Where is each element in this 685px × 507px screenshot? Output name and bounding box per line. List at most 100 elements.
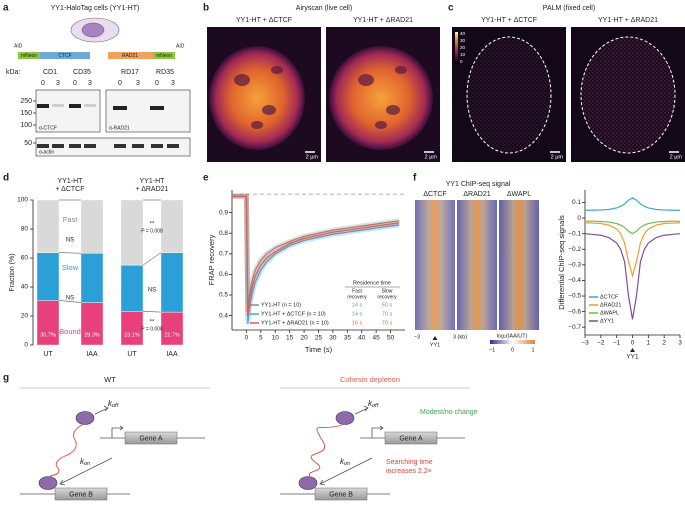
cell-signal [581, 37, 675, 153]
label: 0 [460, 59, 463, 64]
band [84, 144, 96, 148]
x-tick-label: 25 [315, 335, 323, 342]
colorbar [455, 32, 458, 64]
heatmap [415, 200, 455, 330]
symbol: k [80, 457, 85, 466]
annotation: ** [150, 320, 155, 326]
legend-label: ΔCTCF [600, 294, 619, 300]
y-tick-label: 60 [21, 255, 29, 262]
label: Modest/no change [420, 409, 478, 416]
label: 50 s [382, 302, 393, 308]
subscript: off [372, 403, 379, 409]
nucleolus [271, 66, 283, 74]
band [84, 104, 96, 107]
label: Gene B [69, 491, 93, 498]
y-tick-label: 0.5 [219, 292, 228, 299]
x-tick-label: 10 [272, 335, 280, 342]
subscript: on [344, 461, 350, 467]
blot [35, 137, 191, 157]
label: CTCF [58, 53, 71, 59]
label: 2 µm [306, 154, 319, 160]
band [69, 104, 81, 108]
error-band [232, 193, 400, 312]
x-tick-label: 20 [300, 335, 308, 342]
label: RAD21 [122, 53, 138, 59]
gene [124, 431, 178, 445]
x-tick-label: 2 [662, 340, 666, 347]
y-tick-label: 0.1 [572, 199, 581, 206]
label: CD35 [73, 69, 91, 76]
label: 40 [460, 31, 466, 36]
legend-label: YY1-HT + ΔCTCF (n = 10) [261, 311, 326, 317]
x-tick-label: 35 [344, 335, 352, 342]
annotation: ** [150, 222, 155, 228]
y-tick-label: 40 [21, 284, 29, 291]
bar-segment [80, 302, 104, 346]
label: 2 µm [670, 154, 683, 160]
label: 3 [56, 80, 60, 87]
label: 3 [88, 80, 92, 87]
label: YY1-HT + ΔRAD21 [353, 17, 413, 24]
cell-outline [580, 36, 676, 154]
legend-label: ΔRAD21 [600, 302, 621, 308]
x-tick-label: IAA [166, 351, 178, 358]
nucleolus [251, 121, 263, 129]
panel-label: f [413, 173, 417, 184]
label: 20 [460, 45, 466, 50]
colorbar [490, 340, 535, 344]
label: YY1 [626, 354, 639, 361]
label: 150 [20, 110, 32, 117]
heatmap [499, 200, 539, 330]
koff-arrow [354, 405, 369, 415]
line [232, 195, 400, 312]
gene [54, 487, 108, 501]
gene [384, 431, 438, 445]
label: recovery [377, 294, 397, 300]
label: 3 [171, 80, 175, 87]
label: RD35 [156, 69, 174, 76]
label: 0 [511, 347, 514, 353]
protein [75, 411, 95, 425]
x-tick-label: 1 [647, 340, 651, 347]
x-tick-label: −2 [597, 340, 605, 347]
subscript: off [112, 403, 119, 409]
line [584, 222, 681, 278]
label: YY1-HT + ΔRAD21 [598, 17, 658, 24]
tss [371, 427, 382, 438]
bar-segment [36, 252, 60, 301]
panel-label: c [448, 3, 454, 14]
bar-segment [160, 252, 184, 313]
label: AID [14, 43, 23, 49]
label: 1 [531, 347, 534, 353]
tss [111, 427, 122, 438]
protein [38, 476, 58, 490]
y-tick-label: 0.6 [219, 271, 228, 278]
connector [142, 252, 162, 266]
label: + ΔRAD21 [136, 186, 169, 193]
panel-label: d [3, 173, 9, 184]
marker [432, 336, 438, 340]
line [232, 195, 400, 316]
annotation: NS [66, 238, 74, 244]
construct [108, 52, 153, 59]
y-tick-label: −0.5 [568, 293, 581, 300]
label: increases 2.2× [386, 468, 432, 475]
search-path [49, 424, 83, 477]
rate-label: koff [108, 399, 119, 409]
axis-label: Fraction (%) [9, 253, 16, 291]
value-label: 23.1% [124, 332, 140, 338]
y-tick-label: 0.7 [219, 251, 228, 258]
label: Bound [59, 327, 81, 336]
y-tick-label: 80 [21, 226, 29, 233]
legend-label: YY1-HT (n = 10) [261, 302, 301, 308]
cell-outline [466, 36, 552, 154]
nucleus [329, 46, 433, 150]
y-tick-label: −0.4 [568, 277, 581, 284]
label: 0 [118, 80, 122, 87]
legend-label: ΔYY1 [600, 318, 614, 324]
tss-head [119, 425, 124, 431]
subscript: on [84, 461, 90, 467]
label: ΔCTCF [423, 191, 446, 198]
label: Airyscan (live cell) [296, 5, 352, 12]
